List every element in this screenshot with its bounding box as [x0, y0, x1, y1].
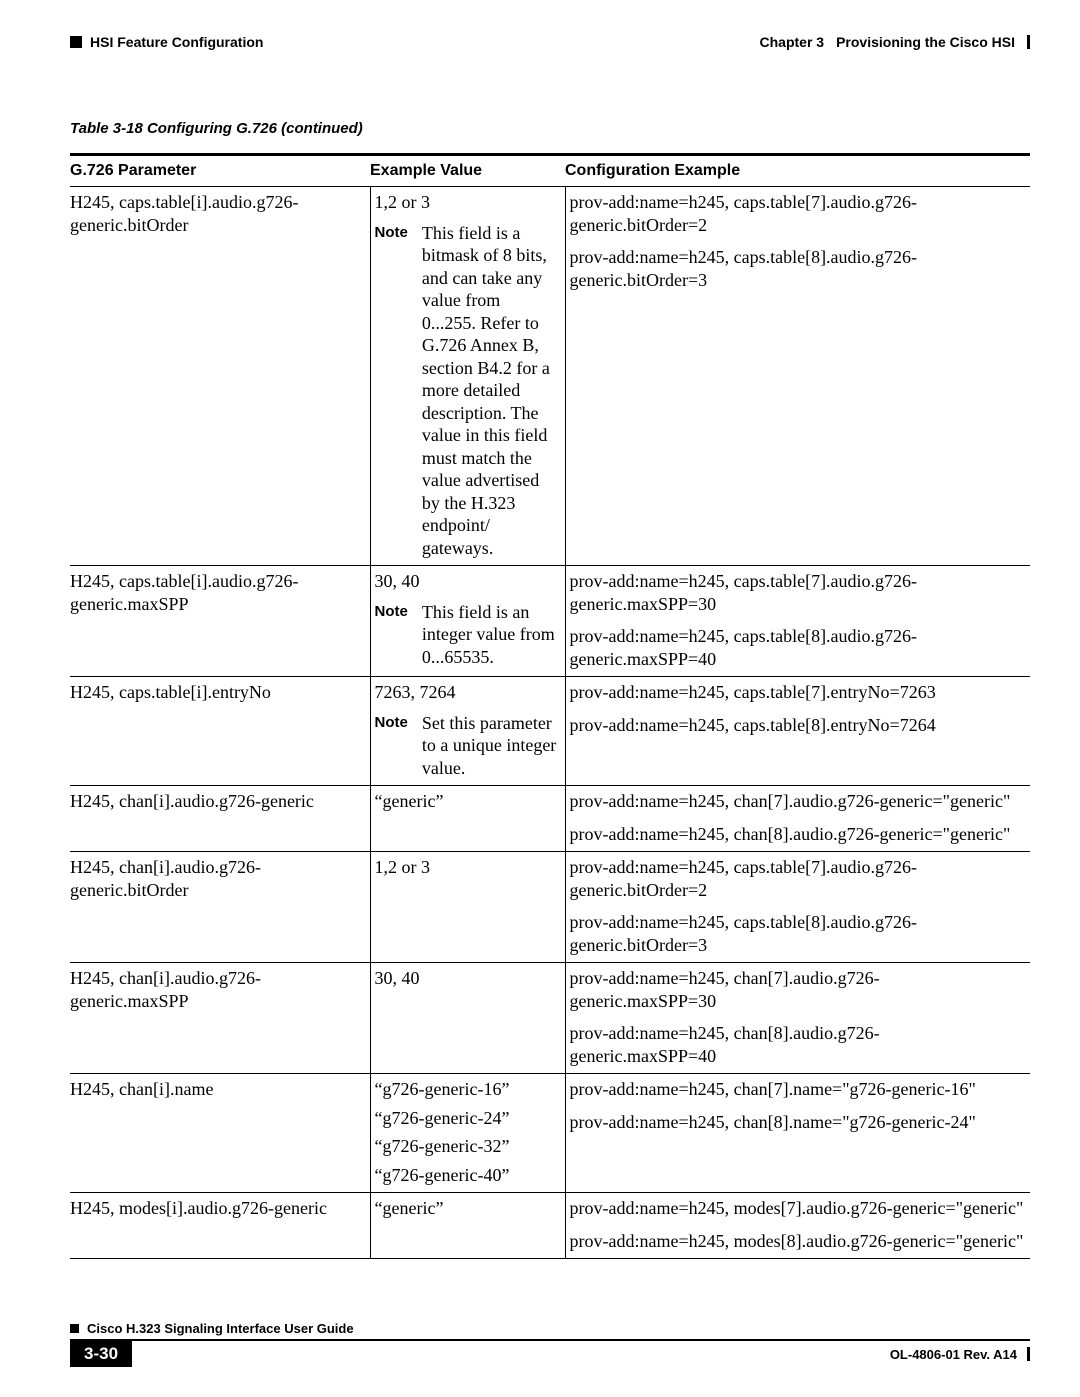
cell-example-value: 30, 40 — [370, 963, 565, 1074]
header-left: HSI Feature Configuration — [70, 34, 263, 50]
square-icon — [70, 36, 82, 48]
config-table: G.726 Parameter Example Value Configurat… — [70, 153, 1030, 1259]
doc-id: OL-4806-01 Rev. A14 — [890, 1347, 1030, 1362]
config-line: prov-add:name=h245, caps.table[8].audio.… — [570, 246, 1025, 291]
config-line: prov-add:name=h245, caps.table[8].audio.… — [570, 625, 1025, 670]
cell-example-value: “g726-generic-16” “g726-generic-24” “g726-… — [370, 1074, 565, 1193]
col-config-example: Configuration Example — [565, 155, 1030, 187]
example-line: “generic” — [375, 790, 559, 813]
cell-parameter: H245, modes[i].audio.g726-generic — [70, 1193, 370, 1259]
chapter-title: Provisioning the Cisco HSI — [836, 34, 1015, 50]
config-line: prov-add:name=h245, caps.table[8].audio.… — [570, 911, 1025, 956]
square-icon — [70, 1324, 79, 1333]
cell-parameter: H245, caps.table[i].audio.g726-generic.b… — [70, 187, 370, 566]
config-line: prov-add:name=h245, caps.table[7].audio.… — [570, 570, 1025, 615]
example-line: “g726-generic-32” — [375, 1135, 559, 1158]
config-line: prov-add:name=h245, modes[8].audio.g726-… — [570, 1230, 1025, 1253]
section-title: HSI Feature Configuration — [90, 34, 263, 50]
table-row: H245, caps.table[i].audio.g726-generic.b… — [70, 187, 1030, 566]
note-text: Set this parameter to a unique integer v… — [422, 712, 559, 780]
bar-icon — [1027, 1347, 1030, 1361]
cell-parameter: H245, caps.table[i].audio.g726-generic.m… — [70, 566, 370, 677]
cell-example-value: 1,2 or 3 — [370, 852, 565, 963]
table-row: H245, caps.table[i].entryNo7263, 7264Not… — [70, 677, 1030, 786]
cell-config-example: prov-add:name=h245, chan[7].name="g726-g… — [565, 1074, 1030, 1193]
cell-config-example: prov-add:name=h245, modes[7].audio.g726-… — [565, 1193, 1030, 1259]
config-line: prov-add:name=h245, caps.table[7].audio.… — [570, 856, 1025, 901]
config-line: prov-add:name=h245, caps.table[7].audio.… — [570, 191, 1025, 236]
example-line: “g726-generic-16” — [375, 1078, 559, 1101]
cell-config-example: prov-add:name=h245, caps.table[7].entryN… — [565, 677, 1030, 786]
chapter-label: Chapter 3 — [760, 34, 825, 50]
example-line: “g726-generic-40” — [375, 1164, 559, 1187]
cell-example-value: 7263, 7264NoteSet this parameter to a un… — [370, 677, 565, 786]
cell-parameter: H245, chan[i].name — [70, 1074, 370, 1193]
col-example-value: Example Value — [370, 155, 565, 187]
config-line: prov-add:name=h245, caps.table[7].entryN… — [570, 681, 1025, 704]
config-line: prov-add:name=h245, chan[7].audio.g726-g… — [570, 967, 1025, 1012]
config-line: prov-add:name=h245, chan[7].audio.g726-g… — [570, 790, 1025, 813]
table-row: H245, chan[i].audio.g726-generic.bitOrde… — [70, 852, 1030, 963]
table-row: H245, chan[i].audio.g726-generic.maxSPP3… — [70, 963, 1030, 1074]
note-label: Note — [375, 222, 408, 560]
config-line: prov-add:name=h245, chan[8].name="g726-g… — [570, 1111, 1025, 1134]
cell-config-example: prov-add:name=h245, caps.table[7].audio.… — [565, 566, 1030, 677]
header-right: Chapter 3 Provisioning the Cisco HSI — [760, 34, 1031, 50]
note-block: Note This field is a bitmask of 8 bits, a… — [375, 222, 559, 560]
example-line: 1,2 or 3 — [375, 856, 559, 879]
bar-icon — [1027, 35, 1030, 49]
example-line: 30, 40 — [375, 967, 559, 990]
cell-config-example: prov-add:name=h245, caps.table[7].audio.… — [565, 852, 1030, 963]
note-block: Note Set this parameter to a unique integ… — [375, 712, 559, 780]
note-label: Note — [375, 601, 408, 669]
cell-config-example: prov-add:name=h245, caps.table[7].audio.… — [565, 187, 1030, 566]
config-line: prov-add:name=h245, modes[7].audio.g726-… — [570, 1197, 1025, 1220]
table-caption: Table 3-18 Configuring G.726 (continued) — [70, 120, 1030, 137]
cell-config-example: prov-add:name=h245, chan[7].audio.g726-g… — [565, 786, 1030, 852]
guide-title-text: Cisco H.323 Signaling Interface User Gui… — [87, 1321, 354, 1336]
table-header-row: G.726 Parameter Example Value Configurat… — [70, 155, 1030, 187]
table-row: H245, chan[i].audio.g726-generic“generic… — [70, 786, 1030, 852]
example-line: “g726-generic-24” — [375, 1107, 559, 1130]
cell-example-value: “generic” — [370, 786, 565, 852]
page-header: HSI Feature Configuration Chapter 3 Prov… — [70, 34, 1030, 50]
config-line: prov-add:name=h245, chan[7].name="g726-g… — [570, 1078, 1025, 1101]
example-line: “generic” — [375, 1197, 559, 1220]
table-row: H245, chan[i].name“g726-generic-16”“g726… — [70, 1074, 1030, 1193]
note-label: Note — [375, 712, 408, 780]
note-block: Note This field is an integer value from … — [375, 601, 559, 669]
cell-example-value: 1,2 or 3NoteThis field is a bitmask of 8… — [370, 187, 565, 566]
cell-config-example: prov-add:name=h245, chan[7].audio.g726-g… — [565, 963, 1030, 1074]
col-parameter: G.726 Parameter — [70, 155, 370, 187]
note-text: This field is an integer value from 0...… — [422, 601, 559, 669]
doc-id-text: OL-4806-01 Rev. A14 — [890, 1347, 1017, 1362]
table-row: H245, modes[i].audio.g726-generic“generi… — [70, 1193, 1030, 1259]
cell-example-value: “generic” — [370, 1193, 565, 1259]
config-line: prov-add:name=h245, chan[8].audio.g726-g… — [570, 823, 1025, 846]
config-line: prov-add:name=h245, caps.table[8].entryN… — [570, 714, 1025, 737]
footer-bar: 3-30 OL-4806-01 Rev. A14 — [70, 1341, 1030, 1367]
note-text: This field is a bitmask of 8 bits, and c… — [422, 222, 559, 560]
cell-example-value: 30, 40NoteThis field is an integer value… — [370, 566, 565, 677]
cell-parameter: H245, caps.table[i].entryNo — [70, 677, 370, 786]
cell-parameter: H245, chan[i].audio.g726-generic.bitOrde… — [70, 852, 370, 963]
cell-parameter: H245, chan[i].audio.g726-generic — [70, 786, 370, 852]
table-row: H245, caps.table[i].audio.g726-generic.m… — [70, 566, 1030, 677]
cell-parameter: H245, chan[i].audio.g726-generic.maxSPP — [70, 963, 370, 1074]
footer-guide-title: Cisco H.323 Signaling Interface User Gui… — [70, 1321, 1030, 1341]
page-number: 3-30 — [70, 1341, 132, 1367]
page-footer: Cisco H.323 Signaling Interface User Gui… — [70, 1321, 1030, 1367]
config-line: prov-add:name=h245, chan[8].audio.g726-g… — [570, 1022, 1025, 1067]
